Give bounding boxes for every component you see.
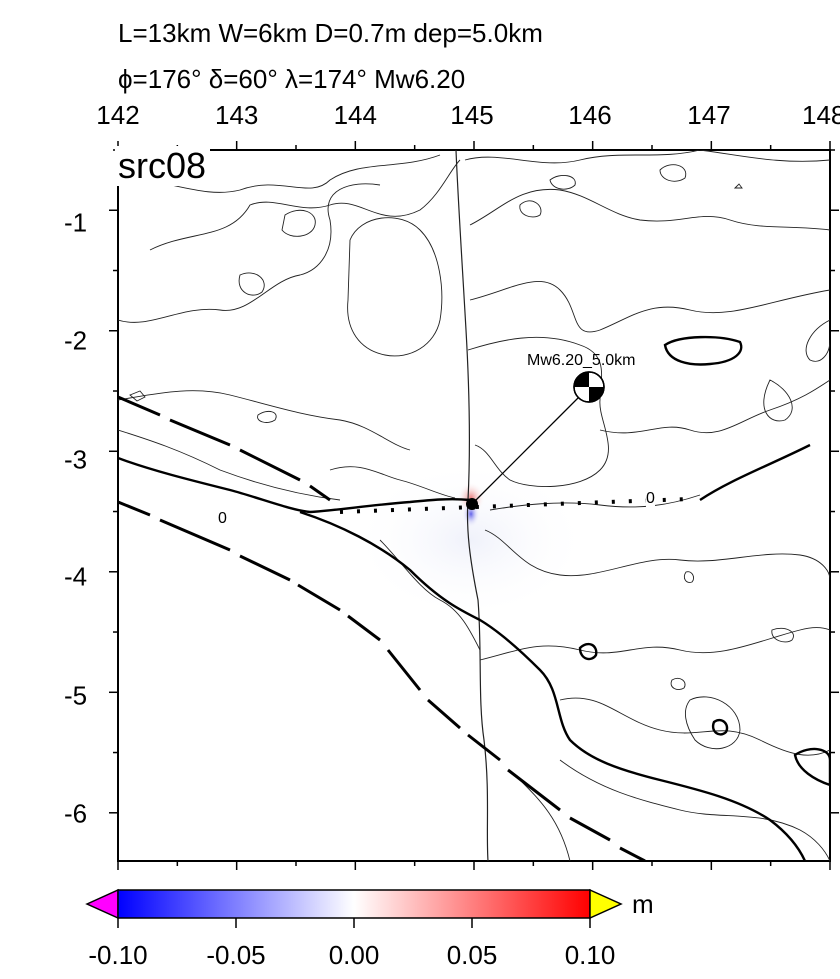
colorbar-ramp (117, 889, 591, 919)
map-title-line2: ϕ=176° δ=60° λ=174° Mw6.20 (118, 64, 466, 94)
contour-label-zero-east: 0 (646, 490, 655, 507)
x-tick-label: 144 (333, 100, 377, 130)
coastline (455, 150, 489, 861)
axis-ticks (109, 141, 839, 870)
colorbar-tick-label: 0.10 (564, 940, 616, 970)
colorbar-unit: m (632, 889, 654, 919)
contour-label-zero-west: 0 (218, 510, 227, 527)
y-tick-label: -6 (64, 798, 88, 829)
trench-line-north (118, 395, 331, 502)
epicenter-marker (466, 498, 478, 510)
displacement-haze (350, 460, 590, 620)
colorbar-over-triangle (589, 888, 623, 920)
y-tick-label: -5 (64, 680, 88, 711)
x-tick-label: 147 (687, 100, 731, 130)
trench-line-south (118, 500, 646, 861)
y-tick-label: -3 (64, 444, 88, 475)
x-tick-label: 145 (450, 100, 494, 130)
thin-contours (118, 150, 830, 861)
y-tick-label: -1 (64, 207, 88, 238)
mechanism-leader-line (471, 386, 590, 505)
focal-mechanism-beachball (573, 371, 605, 403)
x-tick-label: 143 (214, 100, 259, 130)
source-tag: src08 (115, 146, 211, 186)
x-tick-label: 142 (96, 100, 140, 130)
fault-trace (339, 497, 691, 514)
x-tick-label: 148 (802, 100, 840, 130)
map-title-line1: L=13km W=6km D=0.7m dep=5.0km (118, 18, 543, 48)
colorbar-tick-label: -0.10 (88, 940, 148, 970)
colorbar-tick-label: -0.05 (206, 940, 266, 970)
colorbar-under-triangle (85, 888, 119, 920)
y-tick-label: -4 (64, 561, 88, 592)
thick-contours (118, 335, 830, 861)
colorbar-tick-label: 0.00 (328, 940, 380, 970)
x-tick-label: 146 (568, 100, 612, 130)
colorbar (85, 888, 623, 928)
y-tick-label: -2 (64, 325, 88, 356)
colorbar-tick-label: 0.05 (446, 940, 498, 970)
mechanism-label: Mw6.20_5.0km (527, 352, 636, 369)
